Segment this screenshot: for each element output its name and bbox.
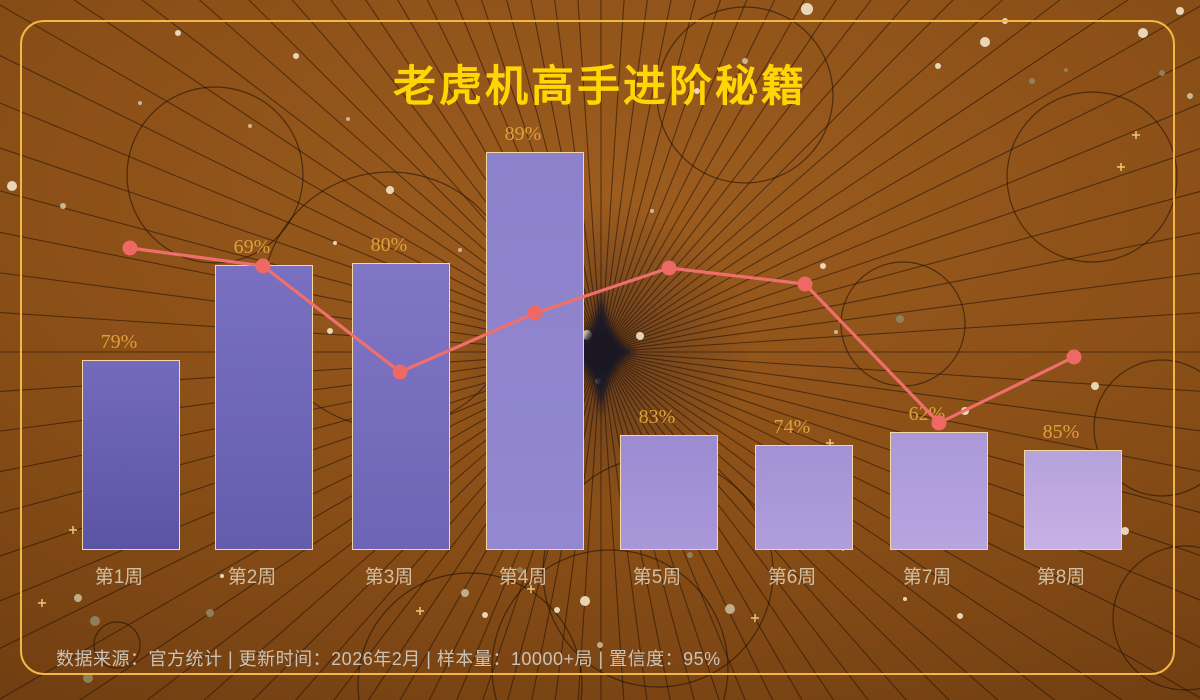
- gold-frame-border: [20, 20, 1175, 675]
